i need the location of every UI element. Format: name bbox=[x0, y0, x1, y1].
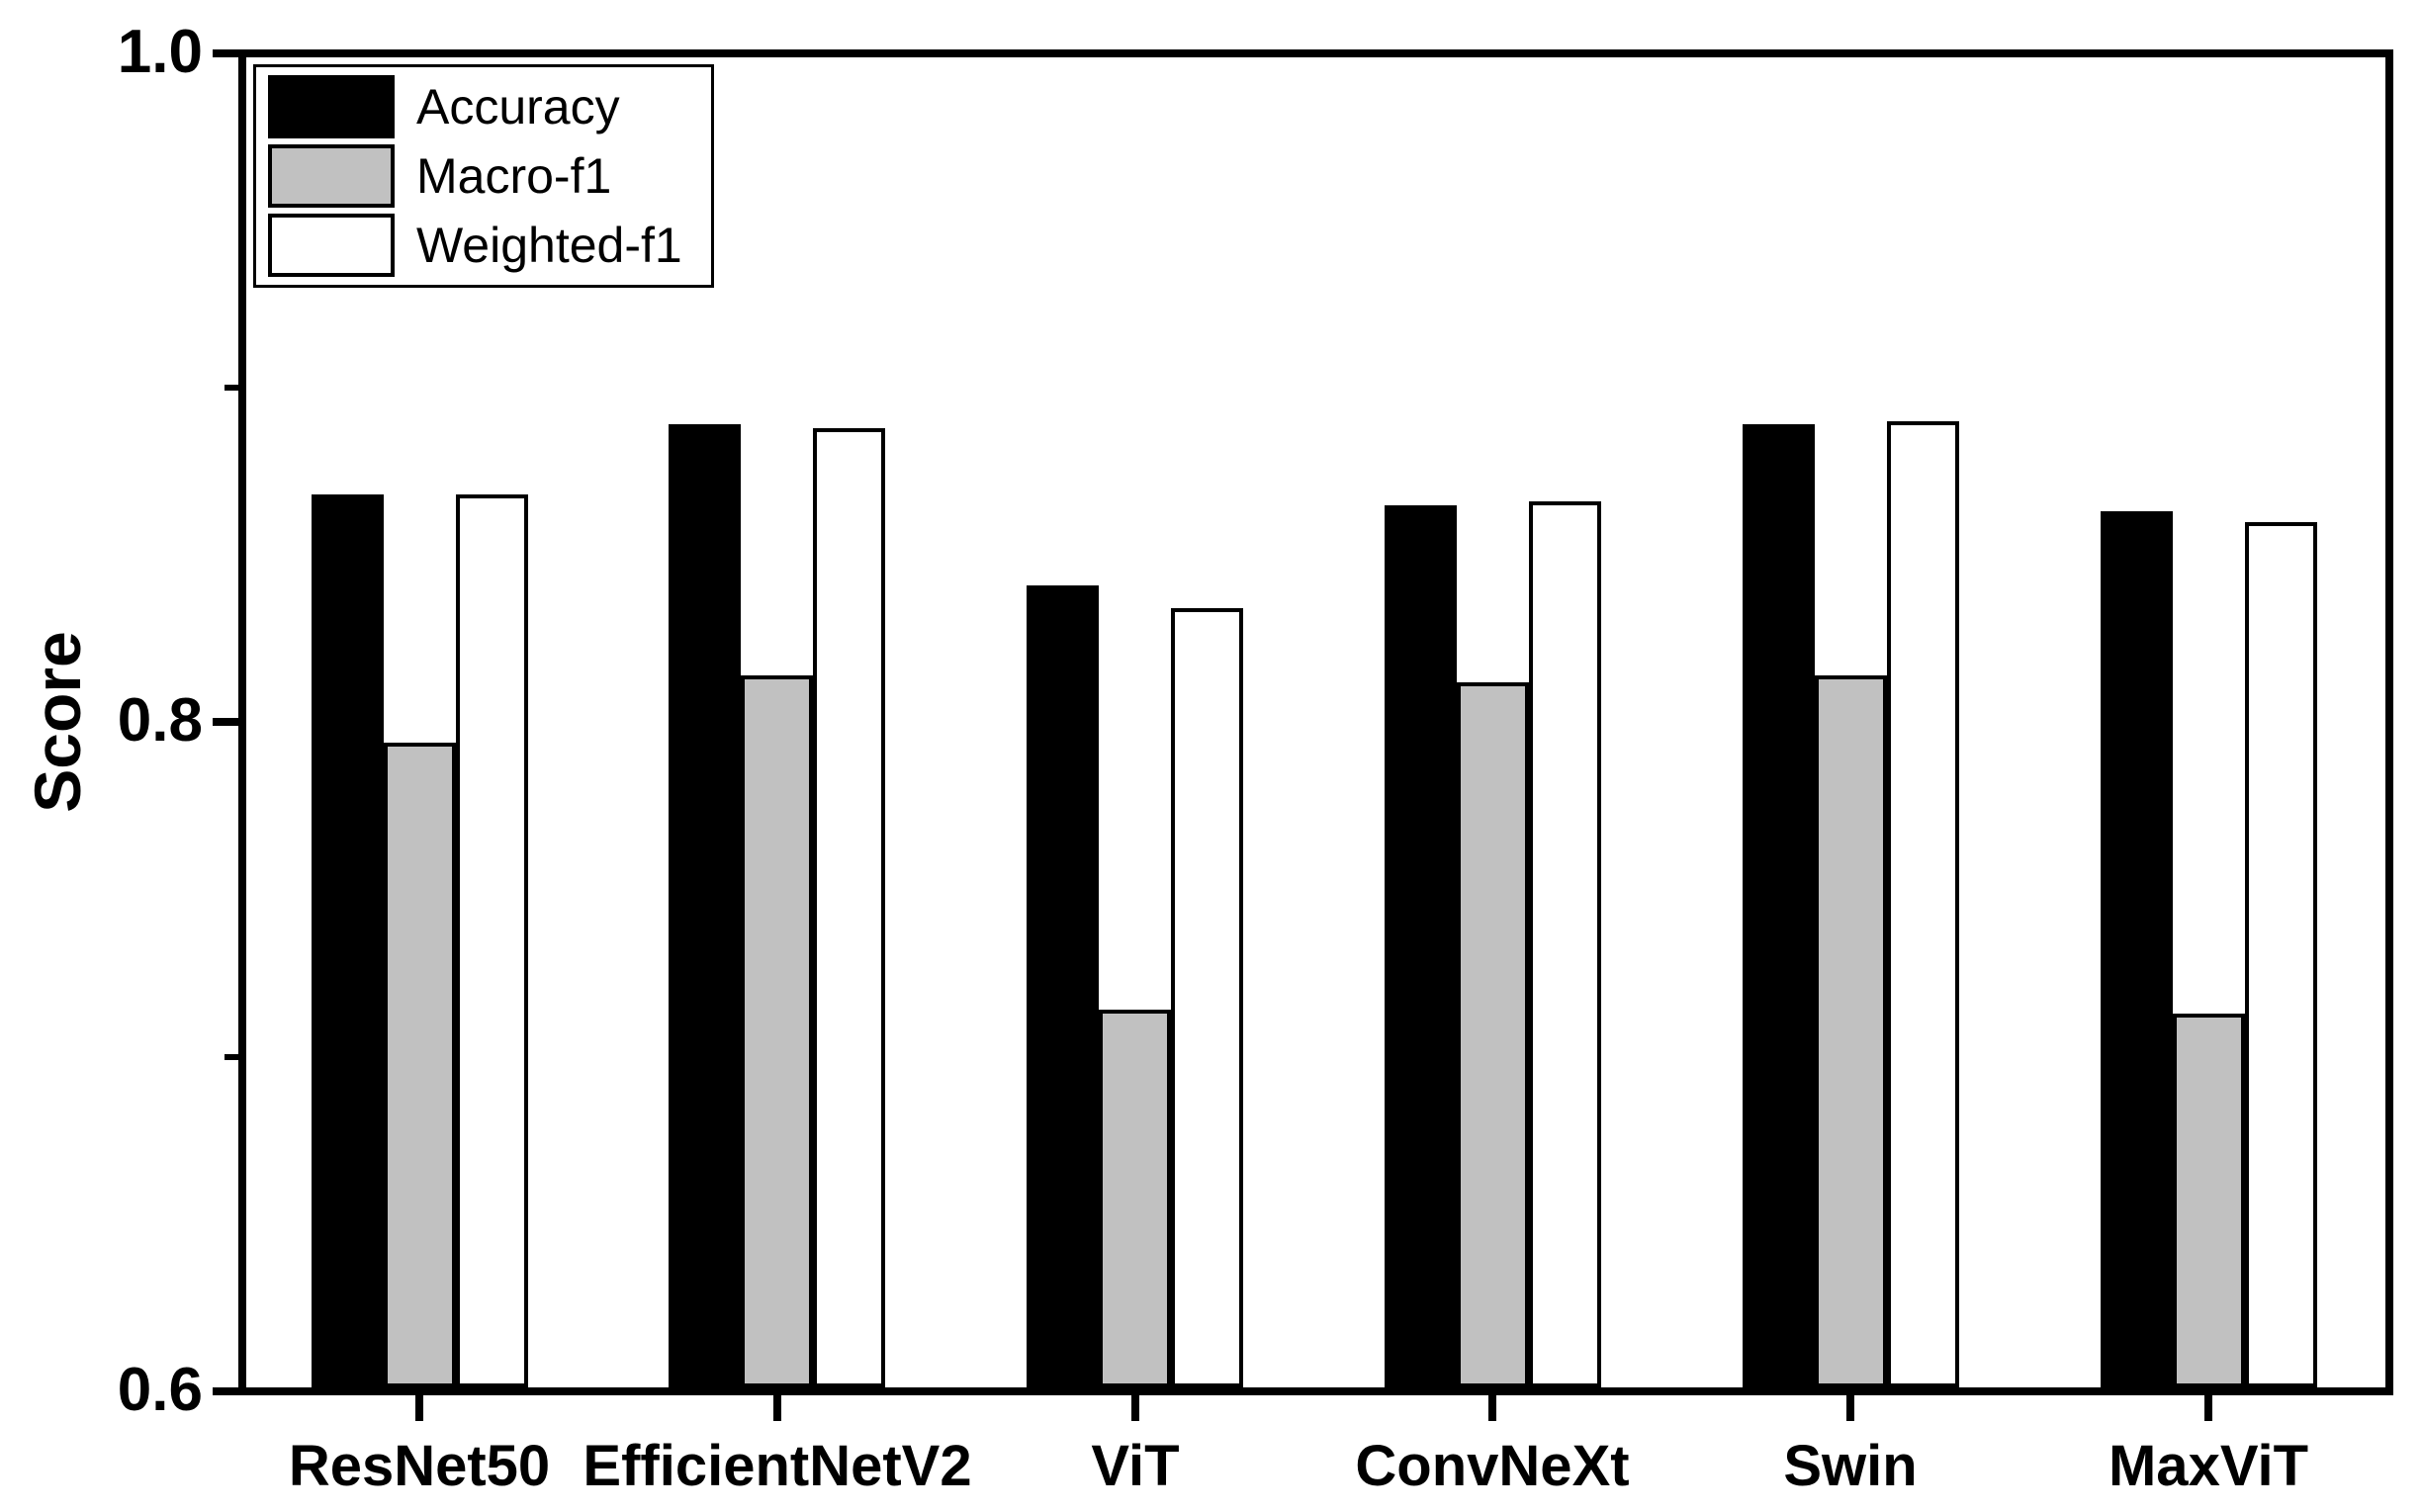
y-major-tick bbox=[213, 1387, 238, 1395]
x-tick bbox=[1846, 1395, 1854, 1421]
y-minor-tick bbox=[224, 385, 238, 391]
legend-swatch-macro-f1 bbox=[268, 144, 395, 208]
legend-row-macro-f1: Macro-f1 bbox=[268, 144, 699, 208]
bar-macro-f1-resnet50 bbox=[384, 743, 456, 1387]
x-axis-category-label-convnext: ConvNeXt bbox=[1355, 1434, 1630, 1498]
legend-label-accuracy: Accuracy bbox=[416, 79, 620, 134]
x-tick bbox=[1488, 1395, 1496, 1421]
legend-swatch-accuracy bbox=[268, 75, 395, 138]
x-axis-category-label-swin: Swin bbox=[1783, 1434, 1918, 1498]
bar-weighted-f1-convnext bbox=[1529, 501, 1601, 1387]
x-tick bbox=[773, 1395, 781, 1421]
bar-accuracy-maxvit bbox=[2101, 511, 2173, 1387]
legend-row-accuracy: Accuracy bbox=[268, 75, 699, 138]
y-axis-tick-label: 1.0 bbox=[117, 18, 203, 87]
legend: Accuracy Macro-f1 Weighted-f1 bbox=[253, 64, 714, 288]
bar-weighted-f1-swin bbox=[1887, 421, 1959, 1387]
x-tick bbox=[1131, 1395, 1139, 1421]
legend-swatch-weighted-f1 bbox=[268, 214, 395, 277]
x-axis-category-label-vit: ViT bbox=[1091, 1434, 1180, 1498]
bar-weighted-f1-maxvit bbox=[2245, 522, 2317, 1387]
bar-macro-f1-convnext bbox=[1457, 682, 1529, 1387]
bar-accuracy-efficientnetv2 bbox=[669, 424, 741, 1387]
x-axis-category-label-maxvit: MaxViT bbox=[2108, 1434, 2309, 1498]
bar-accuracy-resnet50 bbox=[312, 494, 384, 1387]
bar-macro-f1-maxvit bbox=[2173, 1014, 2245, 1387]
legend-row-weighted-f1: Weighted-f1 bbox=[268, 214, 699, 277]
bar-accuracy-swin bbox=[1743, 424, 1815, 1387]
bar-macro-f1-efficientnetv2 bbox=[741, 675, 813, 1387]
y-major-tick bbox=[213, 718, 238, 726]
x-axis-category-label-efficientnetv2: EfficientNetV2 bbox=[583, 1434, 972, 1498]
bar-macro-f1-swin bbox=[1815, 675, 1887, 1387]
y-major-tick bbox=[213, 49, 238, 57]
bar-accuracy-convnext bbox=[1385, 505, 1457, 1387]
y-axis-tick-label: 0.8 bbox=[117, 686, 203, 756]
x-tick bbox=[2204, 1395, 2212, 1421]
bar-weighted-f1-vit bbox=[1171, 608, 1243, 1387]
legend-label-macro-f1: Macro-f1 bbox=[416, 148, 612, 204]
x-axis-category-label-resnet50: ResNet50 bbox=[288, 1434, 551, 1498]
legend-label-weighted-f1: Weighted-f1 bbox=[416, 218, 682, 273]
y-minor-tick bbox=[224, 1054, 238, 1060]
y-axis-tick-label: 0.6 bbox=[117, 1356, 203, 1425]
plot-area bbox=[238, 49, 2393, 1395]
x-tick bbox=[415, 1395, 423, 1421]
bar-weighted-f1-efficientnetv2 bbox=[813, 428, 885, 1387]
bar-macro-f1-vit bbox=[1099, 1010, 1171, 1387]
bar-accuracy-vit bbox=[1027, 585, 1099, 1387]
bar-weighted-f1-resnet50 bbox=[456, 494, 528, 1387]
